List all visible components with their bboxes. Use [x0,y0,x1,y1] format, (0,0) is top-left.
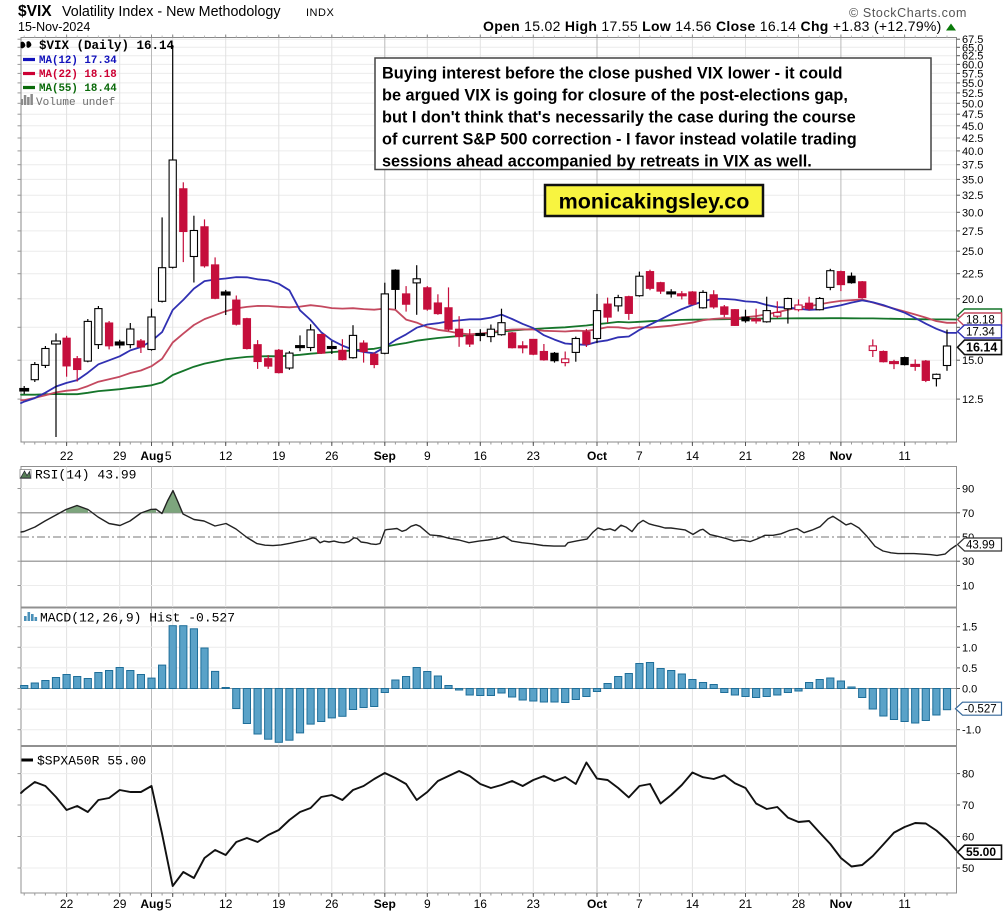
svg-text:60: 60 [962,832,974,844]
svg-text:INDX: INDX [306,7,334,19]
svg-text:$SPXA50R 55.00: $SPXA50R 55.00 [37,754,146,769]
svg-text:RSI(14) 43.99: RSI(14) 43.99 [35,468,136,483]
svg-text:62.5: 62.5 [962,51,983,63]
svg-text:17.34: 17.34 [966,327,995,339]
svg-text:9: 9 [424,449,431,463]
svg-text:Volume undef: Volume undef [36,97,115,109]
svg-text:57.5: 57.5 [962,68,983,80]
svg-text:-1.0: -1.0 [962,725,981,737]
svg-text:Buying interest before the clo: Buying interest before the close pushed … [382,65,842,83]
svg-text:19: 19 [272,449,286,463]
svg-text:5: 5 [165,449,172,463]
svg-text:Nov: Nov [830,449,853,463]
svg-text:of current S&P 500 correction: of current S&P 500 correction - I favor … [382,131,857,149]
svg-text:22.5: 22.5 [962,269,983,281]
svg-text:5: 5 [165,897,172,911]
svg-text:42.5: 42.5 [962,133,983,145]
svg-text:Oct: Oct [587,897,607,911]
svg-text:22: 22 [60,897,74,911]
svg-text:45.0: 45.0 [962,121,983,133]
svg-text:55.0: 55.0 [962,78,983,90]
svg-text:16.14: 16.14 [966,340,997,354]
svg-text:28: 28 [792,449,806,463]
svg-text:Sep: Sep [374,449,396,463]
svg-text:Volatility Index - New Methodo: Volatility Index - New Methodology [62,4,281,20]
svg-text:21: 21 [739,897,753,911]
svg-text:43.99: 43.99 [966,540,995,552]
svg-text:Oct: Oct [587,449,607,463]
svg-text:18.18: 18.18 [966,315,995,327]
svg-text:67.5: 67.5 [962,34,983,46]
svg-text:47.5: 47.5 [962,109,983,121]
svg-text:but I don't think that's neces: but I don't think that's necessarily the… [382,109,856,127]
svg-text:90: 90 [962,484,974,496]
svg-text:Sep: Sep [374,897,396,911]
svg-text:11: 11 [898,897,911,911]
svg-text:70: 70 [962,508,974,520]
svg-text:10: 10 [962,581,974,593]
svg-text:7: 7 [636,897,643,911]
svg-text:7: 7 [636,449,643,463]
svg-text:12: 12 [219,897,233,911]
svg-text:19: 19 [272,897,286,911]
svg-text:60.0: 60.0 [962,59,983,71]
svg-text:11: 11 [898,449,911,463]
svg-text:12.5: 12.5 [962,394,983,406]
svg-text:80: 80 [962,769,974,781]
svg-text:40.0: 40.0 [962,146,983,158]
svg-text:sessions ahead accompanied by: sessions ahead accompanied by retreats i… [382,153,812,171]
svg-text:22: 22 [60,449,74,463]
svg-text:1.5: 1.5 [962,622,977,634]
svg-text:MA(22) 18.18: MA(22) 18.18 [39,69,117,81]
svg-text:26: 26 [325,449,339,463]
svg-text:21: 21 [739,449,753,463]
svg-text:20.0: 20.0 [962,294,983,306]
svg-text:1.0: 1.0 [962,642,977,654]
svg-text:29: 29 [113,449,127,463]
svg-text:16: 16 [474,449,488,463]
svg-text:MACD(12,26,9) Hist -0.527: MACD(12,26,9) Hist -0.527 [40,611,235,626]
svg-text:14: 14 [686,449,700,463]
svg-text:$VIX (Daily) 16.14: $VIX (Daily) 16.14 [39,39,175,53]
svg-text:29: 29 [113,897,127,911]
svg-text:25.0: 25.0 [962,246,983,258]
svg-text:monicakingsley.co: monicakingsley.co [559,190,750,214]
svg-text:Aug: Aug [140,449,163,463]
svg-text:Nov: Nov [830,897,853,911]
svg-text:35.0: 35.0 [962,174,983,186]
svg-text:55.00: 55.00 [966,845,996,859]
svg-text:50: 50 [962,863,974,875]
svg-text:23: 23 [527,897,541,911]
svg-text:$VIX: $VIX [18,3,52,20]
svg-text:15.0: 15.0 [962,355,983,367]
svg-text:be argued VIX is going for clo: be argued VIX is going for closure of th… [382,87,848,105]
svg-text:52.5: 52.5 [962,88,983,100]
svg-text:-0.527: -0.527 [964,704,997,716]
svg-text:MA(12) 17.34: MA(12) 17.34 [39,55,117,67]
svg-text:12: 12 [219,449,233,463]
svg-text:32.5: 32.5 [962,190,983,202]
svg-text:65.0: 65.0 [962,42,983,54]
svg-text:26: 26 [325,897,339,911]
svg-text:27.5: 27.5 [962,226,983,238]
svg-text:0.0: 0.0 [962,684,977,696]
svg-text:14: 14 [686,897,700,911]
svg-text:0.5: 0.5 [962,663,977,675]
svg-text:Aug: Aug [140,897,163,911]
svg-text:30: 30 [962,556,974,568]
svg-text:MA(55) 18.44: MA(55) 18.44 [39,83,117,95]
svg-text:9: 9 [424,897,431,911]
svg-text:37.5: 37.5 [962,160,983,172]
svg-text:23: 23 [527,449,541,463]
svg-text:30.0: 30.0 [962,207,983,219]
svg-text:16: 16 [474,897,488,911]
svg-text:70: 70 [962,800,974,812]
svg-text:28: 28 [792,897,806,911]
svg-text:15-Nov-2024: 15-Nov-2024 [18,20,90,34]
svg-text:50.0: 50.0 [962,98,983,110]
svg-text:Open 15.02 High 17.55 Low 14.5: Open 15.02 High 17.55 Low 14.56 Close 16… [483,18,942,34]
svg-text:© StockCharts.com: © StockCharts.com [849,6,967,20]
